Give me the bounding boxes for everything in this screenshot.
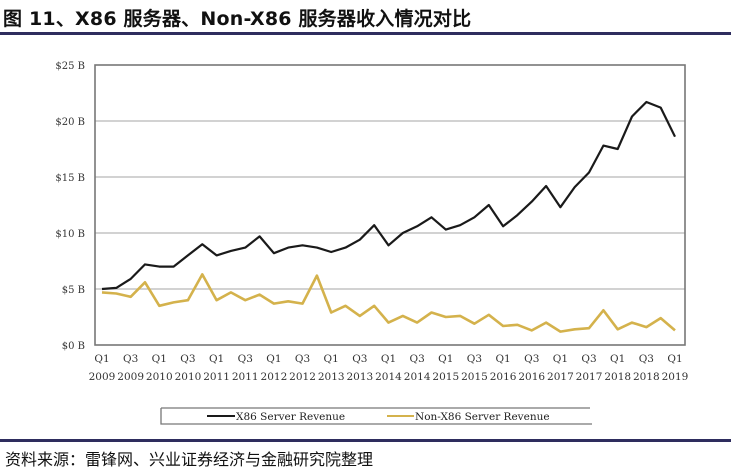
- x-tick-year: 2018: [633, 371, 660, 383]
- x-tick-quarter: Q1: [152, 353, 167, 365]
- legend-label-x86: X86 Server Revenue: [236, 411, 345, 423]
- x-tick-year: 2012: [289, 371, 316, 383]
- y-tick-label: $10 B: [55, 229, 85, 240]
- x-tick-year: 2014: [404, 371, 431, 383]
- line-chart: $0 B $5 B $10 B $15 B $20 B $25 B Q1 2009 Q3 200…: [55, 61, 689, 425]
- y-tick-label: $25 B: [55, 61, 85, 72]
- x-tick-year: 2015: [461, 371, 488, 383]
- x-axis-ticks: Q1 2009 Q3 2009 Q1 2010 Q3 2010 Q1 2011 Q3 2011 Q1 20…: [89, 353, 689, 383]
- legend-frame: [160, 407, 592, 425]
- legend-label-non-x86: Non-X86 Server Revenue: [415, 411, 550, 423]
- plot-frame: [94, 64, 686, 346]
- x-tick-year: 2018: [604, 371, 631, 383]
- x-tick-year: 2013: [346, 371, 373, 383]
- x-tick-quarter: Q1: [667, 353, 682, 365]
- x-tick-year: 2017: [576, 371, 603, 383]
- x-tick-quarter: Q3: [467, 353, 482, 365]
- x-tick-year: 2010: [175, 371, 202, 383]
- x-tick-quarter: Q3: [295, 353, 310, 365]
- x-tick-quarter: Q1: [610, 353, 625, 365]
- x-tick-quarter: Q1: [94, 353, 109, 365]
- x-tick-quarter: Q3: [639, 353, 654, 365]
- x-tick-year: 2014: [375, 371, 402, 383]
- x-tick-quarter: Q3: [410, 353, 425, 365]
- x-tick-quarter: Q3: [352, 353, 367, 365]
- x-tick-year: 2017: [547, 371, 574, 383]
- y-tick-label: $20 B: [55, 117, 85, 128]
- x-tick-year: 2009: [89, 371, 116, 383]
- y-axis-ticks: $0 B $5 B $10 B $15 B $20 B $25 B: [55, 61, 85, 352]
- x-tick-year: 2012: [261, 371, 288, 383]
- y-tick-label: $5 B: [62, 285, 85, 296]
- x-tick-year: 2019: [662, 371, 689, 383]
- x-tick-year: 2016: [490, 371, 517, 383]
- x-tick-quarter: Q3: [123, 353, 138, 365]
- source-note: 资料来源：雷锋网、兴业证券经济与金融研究院整理: [5, 450, 374, 469]
- x-tick-quarter: Q3: [581, 353, 596, 365]
- series-line-x86: [101, 100, 676, 291]
- x-tick-quarter: Q1: [324, 353, 339, 365]
- x-tick-year: 2015: [432, 371, 459, 383]
- x-tick-year: 2013: [318, 371, 345, 383]
- source-rule: [0, 439, 731, 442]
- y-tick-label: $15 B: [55, 173, 85, 184]
- x-tick-quarter: Q3: [180, 353, 195, 365]
- x-tick-quarter: Q1: [438, 353, 453, 365]
- y-tick-label: $0 B: [62, 341, 85, 352]
- gridlines: [95, 120, 685, 290]
- figure-title: 图 11、X86 服务器、Non-X86 服务器收入情况对比: [3, 8, 472, 30]
- x-tick-quarter: Q1: [495, 353, 510, 365]
- title-rule: [0, 32, 731, 35]
- x-tick-quarter: Q1: [209, 353, 224, 365]
- series-line-non-x86: [101, 273, 676, 333]
- x-tick-year: 2016: [518, 371, 545, 383]
- x-tick-year: 2010: [146, 371, 173, 383]
- x-tick-year: 2009: [117, 371, 144, 383]
- x-tick-quarter: Q3: [238, 353, 253, 365]
- x-tick-year: 2011: [232, 371, 259, 383]
- x-tick-year: 2011: [203, 371, 230, 383]
- x-tick-quarter: Q1: [553, 353, 568, 365]
- legend: X86 Server Revenue Non-X86 Server Revenu…: [160, 407, 592, 425]
- x-tick-quarter: Q3: [524, 353, 539, 365]
- x-tick-quarter: Q1: [266, 353, 281, 365]
- x-tick-quarter: Q1: [381, 353, 396, 365]
